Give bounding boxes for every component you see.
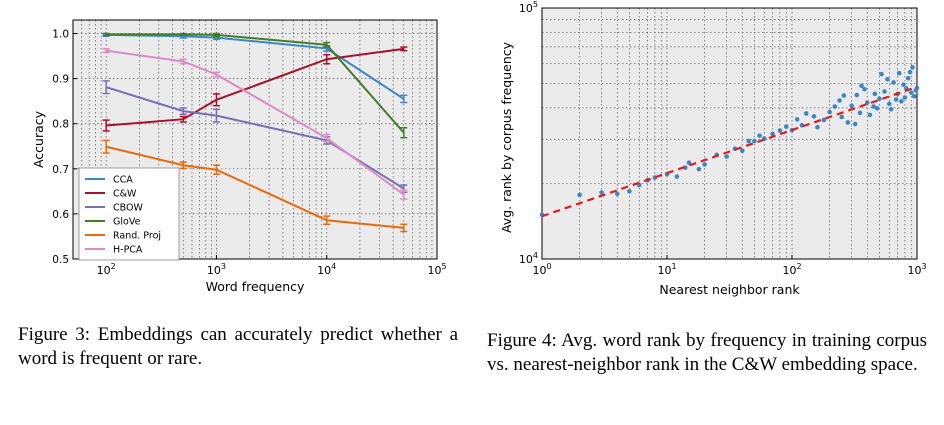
rank-scatter-chart: 100 101 102 103 104 105 Nearest neighbor rank A… — [499, 0, 927, 297]
y-tick-label: 104 — [519, 251, 538, 266]
x-tick-label: 101 — [657, 262, 676, 277]
series-h-pca — [102, 48, 408, 200]
y-tick-label: 0.6 — [52, 209, 69, 221]
trend-line — [541, 85, 918, 218]
legend-box — [78, 167, 180, 261]
scatter-point — [827, 109, 832, 115]
series-glove — [102, 32, 408, 139]
scatter-point — [908, 90, 914, 95]
scatter-point — [893, 97, 899, 102]
legend: CCA C&W CBOW GloVe Rand. Proj H-PCA — [78, 167, 180, 261]
scatter-point — [859, 83, 864, 89]
scatter-point — [857, 110, 863, 116]
y-tick-label: 105 — [519, 0, 538, 15]
scatter-point — [746, 138, 751, 144]
y-tick-label: 0.5 — [52, 254, 69, 266]
scatter-point — [627, 189, 632, 194]
scatter-point — [871, 104, 876, 109]
scatter-points — [539, 65, 920, 218]
figure-3-caption: Figure 3: Embeddings can accurately pred… — [18, 324, 458, 369]
series-rand-proj — [102, 139, 408, 233]
scatter-point — [803, 111, 809, 116]
plot-frame — [72, 19, 438, 260]
scatter-point — [879, 71, 884, 77]
y-axis-label: Accuracy — [31, 110, 46, 168]
figure-4-caption: Figure 4: Avg. word rank by frequency in… — [487, 330, 927, 375]
legend-label: GloVe — [113, 217, 141, 228]
y-tick-label: 0.7 — [52, 164, 69, 176]
gridlines — [542, 8, 917, 259]
scatter-point — [832, 104, 838, 109]
scatter-point — [783, 124, 789, 129]
scatter-point — [757, 133, 762, 138]
scatter-point — [849, 103, 854, 109]
scatter-point — [815, 124, 820, 130]
scatter-point — [877, 96, 882, 102]
scatter-point — [739, 148, 745, 154]
scatter-point — [702, 162, 707, 167]
plot-background — [542, 8, 917, 259]
scatter-point — [891, 80, 896, 85]
scatter-point — [577, 192, 582, 198]
scatter-point — [885, 76, 890, 82]
scatter-point — [864, 100, 870, 105]
legend-label: C&W — [113, 189, 137, 200]
y-tick-label: 1.0 — [52, 29, 69, 41]
scatter-point — [839, 114, 845, 120]
legend-label: Rand. Proj — [113, 231, 161, 242]
scatter-point — [901, 82, 906, 87]
scatter-point — [599, 190, 604, 195]
x-tick-label: 102 — [97, 262, 116, 277]
scatter-point — [902, 95, 908, 100]
plot-frame — [541, 7, 918, 260]
scatter-point — [777, 128, 783, 133]
scatter-point — [907, 69, 913, 75]
legend-label: CBOW — [113, 203, 143, 214]
scatter-point — [882, 89, 887, 94]
x-tick-label: 105 — [427, 262, 446, 277]
scatter-point — [614, 191, 620, 197]
scatter-point — [852, 121, 858, 127]
scatter-point — [724, 154, 729, 159]
scatter-point — [841, 93, 847, 98]
legend-label: H-PCA — [113, 245, 143, 256]
scatter-point — [872, 91, 878, 97]
scatter-point — [874, 106, 880, 111]
x-tick-label: 102 — [782, 262, 801, 277]
x-tick-label: 100 — [532, 262, 551, 277]
scatter-point — [837, 98, 842, 103]
legend-label: CCA — [113, 175, 133, 186]
scatter-point — [752, 138, 757, 144]
scatter-point — [905, 75, 911, 81]
scatter-point — [794, 117, 800, 122]
x-tick-label: 103 — [207, 262, 226, 277]
x-tick-label: 103 — [907, 262, 926, 277]
scatter-point — [854, 92, 860, 98]
scatter-point — [913, 88, 919, 93]
scatter-point — [899, 98, 904, 104]
scatter-point — [811, 114, 817, 119]
scatter-point — [821, 117, 827, 123]
scatter-point — [911, 93, 917, 99]
accuracy-chart: 102 103 104 105 0.5 0.6 0.7 0.8 0.9 1.0 Word frequ… — [31, 19, 447, 294]
scatter-point — [896, 70, 902, 76]
series-c-w — [102, 46, 408, 132]
y-tick-label: 0.9 — [52, 74, 69, 86]
scatter-point — [888, 106, 894, 112]
scatter-point — [770, 131, 775, 137]
scatter-point — [862, 86, 867, 92]
x-axis-label: Word frequency — [206, 279, 305, 294]
scatter-point — [867, 112, 873, 118]
scatter-point — [845, 120, 851, 125]
scatter-point — [886, 101, 892, 107]
scatter-point — [674, 174, 680, 179]
scatter-point — [696, 166, 702, 172]
scatter-point — [686, 160, 692, 165]
y-axis-label: Avg. rank by corpus frequency — [499, 41, 514, 233]
x-axis-label: Nearest neighbor rank — [659, 282, 800, 297]
x-tick-label: 104 — [317, 262, 336, 277]
scatter-point — [910, 65, 915, 70]
y-tick-label: 0.8 — [52, 119, 69, 131]
